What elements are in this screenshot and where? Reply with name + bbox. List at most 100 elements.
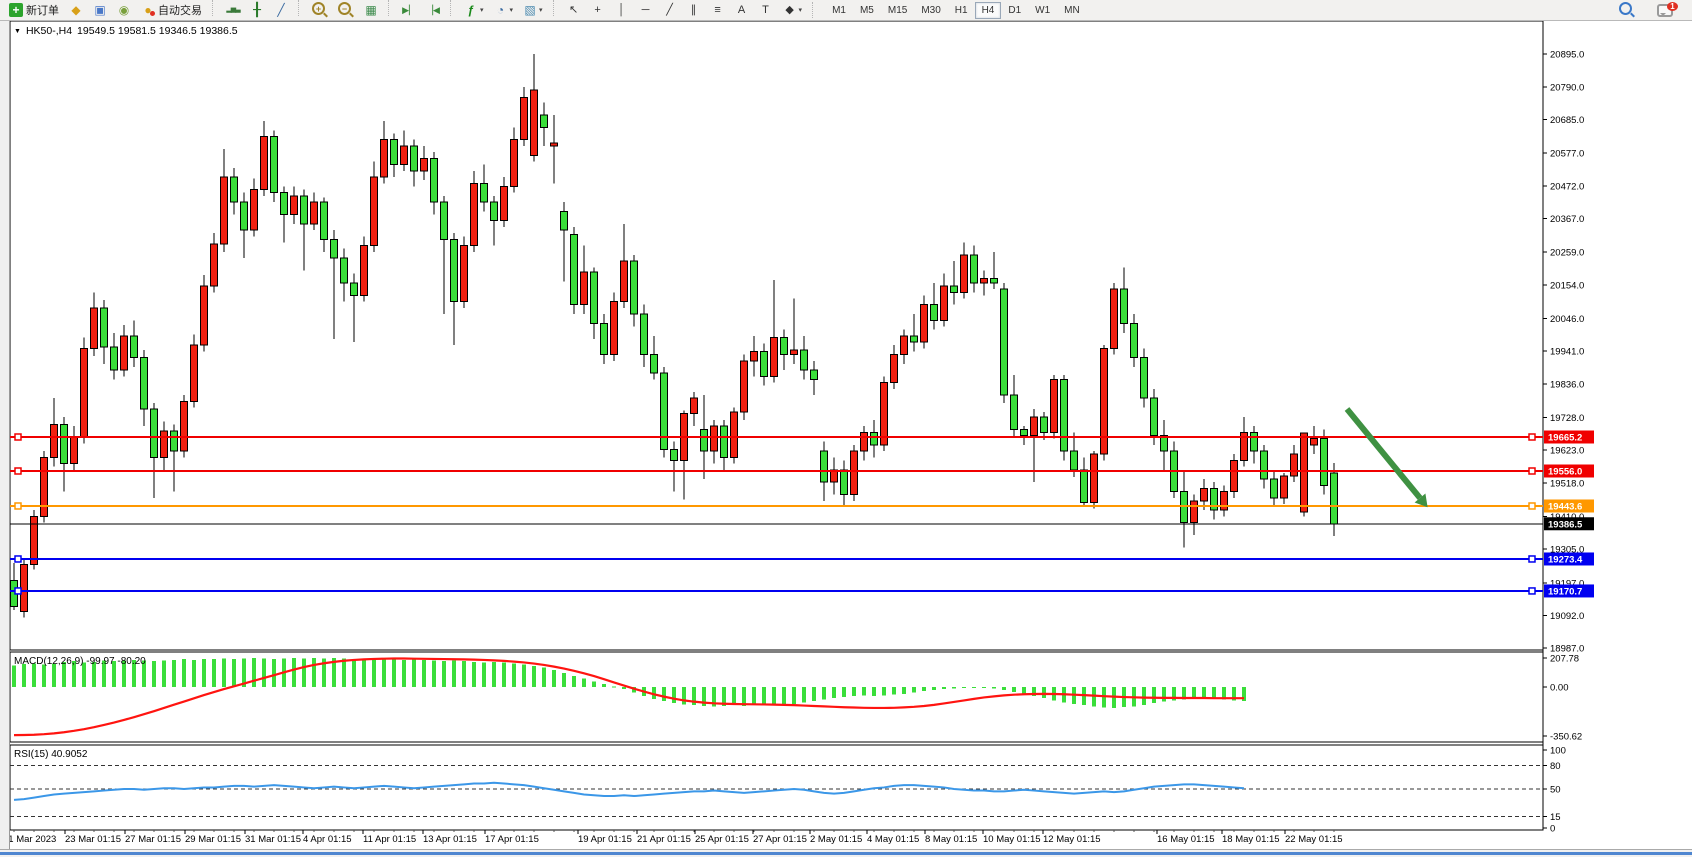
- macd-histogram-bar: [1162, 687, 1166, 702]
- hline-handle[interactable]: [1528, 587, 1536, 595]
- candlestick-button[interactable]: ╂: [245, 2, 269, 19]
- timeframe-m1-button[interactable]: M1: [825, 2, 853, 19]
- svg-text:19556.0: 19556.0: [1548, 466, 1582, 477]
- channel-button[interactable]: ∥: [682, 2, 706, 19]
- rsi-panel[interactable]: [9, 744, 1544, 831]
- main-panel[interactable]: [9, 20, 1544, 651]
- svg-text:19623.0: 19623.0: [1550, 446, 1584, 457]
- bar-chart-button[interactable]: ▂▅▃: [221, 2, 245, 19]
- macd-histogram-bar: [442, 661, 446, 687]
- fibonacci-button[interactable]: ≡: [706, 2, 730, 19]
- macd-histogram-bar: [852, 687, 856, 697]
- deposit-icon: ◆: [71, 3, 81, 17]
- hline-handle[interactable]: [14, 587, 22, 595]
- hline-handle[interactable]: [1528, 502, 1536, 510]
- price-axis[interactable]: 20895.0 20790.0 20685.0 20577.0 20472.0 20367…: [1543, 50, 1584, 655]
- macd-histogram-bar: [372, 658, 376, 687]
- new-order-button[interactable]: + 新订单: [4, 2, 64, 19]
- timeframe-w1-button[interactable]: W1: [1028, 2, 1057, 19]
- macd-histogram-bar: [1042, 687, 1046, 699]
- hline-handle[interactable]: [14, 433, 22, 441]
- timeframe-m5-button[interactable]: M5: [853, 2, 881, 19]
- vertical-line-button[interactable]: │: [610, 2, 634, 19]
- timeframe-h4-button[interactable]: H4: [974, 1, 1002, 19]
- macd-histogram-bar: [952, 687, 956, 689]
- trendline-button[interactable]: ╱: [658, 2, 682, 19]
- macd-histogram-bar: [252, 658, 256, 687]
- tile-windows-button[interactable]: ▦: [359, 2, 383, 19]
- macd-panel[interactable]: [9, 651, 1544, 743]
- timeframe-m15-button[interactable]: M15: [881, 2, 914, 19]
- svg-text:0: 0: [1550, 824, 1555, 835]
- chat-button[interactable]: 1: [1652, 1, 1678, 19]
- periods-icon: ◔: [496, 3, 505, 17]
- zoom-out-button[interactable]: −: [333, 2, 359, 19]
- macd-histogram-bar: [522, 664, 526, 687]
- macd-histogram-bar: [1242, 687, 1246, 701]
- timeframe-m30-button[interactable]: M30: [914, 2, 947, 19]
- client-terminal-button[interactable]: ▣: [88, 2, 112, 19]
- hline-handle[interactable]: [14, 467, 22, 475]
- autotrade-button[interactable]: ● 自动交易: [136, 2, 207, 19]
- hline-handle[interactable]: [1528, 467, 1536, 475]
- macd-histogram-bar: [602, 684, 606, 687]
- macd-histogram-bar: [262, 658, 266, 687]
- periods-button[interactable]: ◔ ▾: [489, 2, 519, 19]
- macd-histogram-bar: [592, 681, 596, 687]
- macd-histogram-bar: [362, 658, 366, 687]
- time-axis[interactable]: 21 Mar 2023 23 Mar 01:15 27 Mar 01:15 29 Ma…: [2, 830, 1343, 845]
- toolbar-groups: + 新订单 ◆ ▣ ◉ ● 自动交易 ▂▅▃ ╂ ╱ + − ▦ ▶▏ ▕◀ ƒ ▾ ◔ ▾ ▧ ▾ ↖ + │ ─ ╱ ∥ ≡ A T ◆…: [4, 0, 807, 20]
- toolbar-group-chart-type: ▂▅▃ ╂ ╱: [221, 0, 293, 20]
- horizontal-line-button[interactable]: ─: [634, 2, 658, 19]
- panel-frames: [9, 20, 1544, 831]
- macd-histogram-bar: [52, 663, 56, 687]
- macd-histogram-bar: [312, 658, 316, 687]
- svg-text:19386.5: 19386.5: [1548, 519, 1583, 530]
- macd-histogram-bar: [402, 659, 406, 687]
- timeframe-h1-button[interactable]: H1: [948, 2, 975, 19]
- line-chart-button[interactable]: ╱: [269, 2, 293, 19]
- trend-arrow[interactable]: [1344, 407, 1428, 508]
- timeframe-mn-button[interactable]: MN: [1057, 2, 1087, 19]
- svg-text:19518.0: 19518.0: [1550, 478, 1584, 489]
- hline-handle[interactable]: [1528, 555, 1536, 563]
- macd-histogram-bar: [672, 687, 676, 704]
- deposit-button[interactable]: ◆: [64, 2, 88, 19]
- candlestick-series: [10, 54, 1338, 618]
- text-button[interactable]: A: [730, 2, 754, 19]
- arrows-button[interactable]: ◆ ▾: [778, 2, 808, 19]
- macd-histogram-bar: [172, 659, 176, 687]
- macd-histogram-bar: [1212, 687, 1216, 699]
- macd-histogram-bar: [12, 665, 16, 687]
- svg-text:19728.0: 19728.0: [1550, 413, 1584, 424]
- templates-button[interactable]: ▧ ▾: [518, 2, 548, 19]
- hline-handle[interactable]: [14, 555, 22, 563]
- signals-button[interactable]: ◉: [112, 2, 136, 19]
- auto-scroll-button[interactable]: ▶▏: [397, 2, 421, 19]
- macd-histogram-bar: [222, 658, 226, 687]
- hline-handle[interactable]: [14, 502, 22, 510]
- indicators-button[interactable]: ƒ ▾: [459, 2, 489, 19]
- search-button[interactable]: [1614, 2, 1640, 19]
- svg-text:20259.0: 20259.0: [1550, 248, 1584, 259]
- crosshair-button[interactable]: +: [586, 2, 610, 19]
- zoom-in-button[interactable]: +: [307, 2, 333, 19]
- macd-histogram-bar: [162, 660, 166, 687]
- timeframe-d1-button[interactable]: D1: [1001, 2, 1028, 19]
- svg-text:19305.0: 19305.0: [1550, 545, 1584, 556]
- macd-histogram-bar: [342, 658, 346, 687]
- macd-histogram-bar: [752, 687, 756, 706]
- time-label: 27 Apr 01:15: [753, 834, 807, 845]
- macd-histogram-bar: [482, 662, 486, 687]
- macd-histogram-bar: [1202, 687, 1206, 699]
- symbol-label: HK50-,H4: [25, 25, 73, 37]
- text-label-button[interactable]: T: [754, 2, 778, 19]
- macd-histogram-bar: [272, 659, 276, 687]
- chart-shift-button[interactable]: ▕◀: [421, 2, 445, 19]
- hline-handle[interactable]: [1528, 433, 1536, 441]
- channel-icon: ∥: [690, 4, 697, 16]
- cursor-button[interactable]: ↖: [562, 2, 586, 19]
- symbol-dropdown-icon[interactable]: ▼: [14, 27, 21, 35]
- macd-histogram-bar: [512, 663, 516, 687]
